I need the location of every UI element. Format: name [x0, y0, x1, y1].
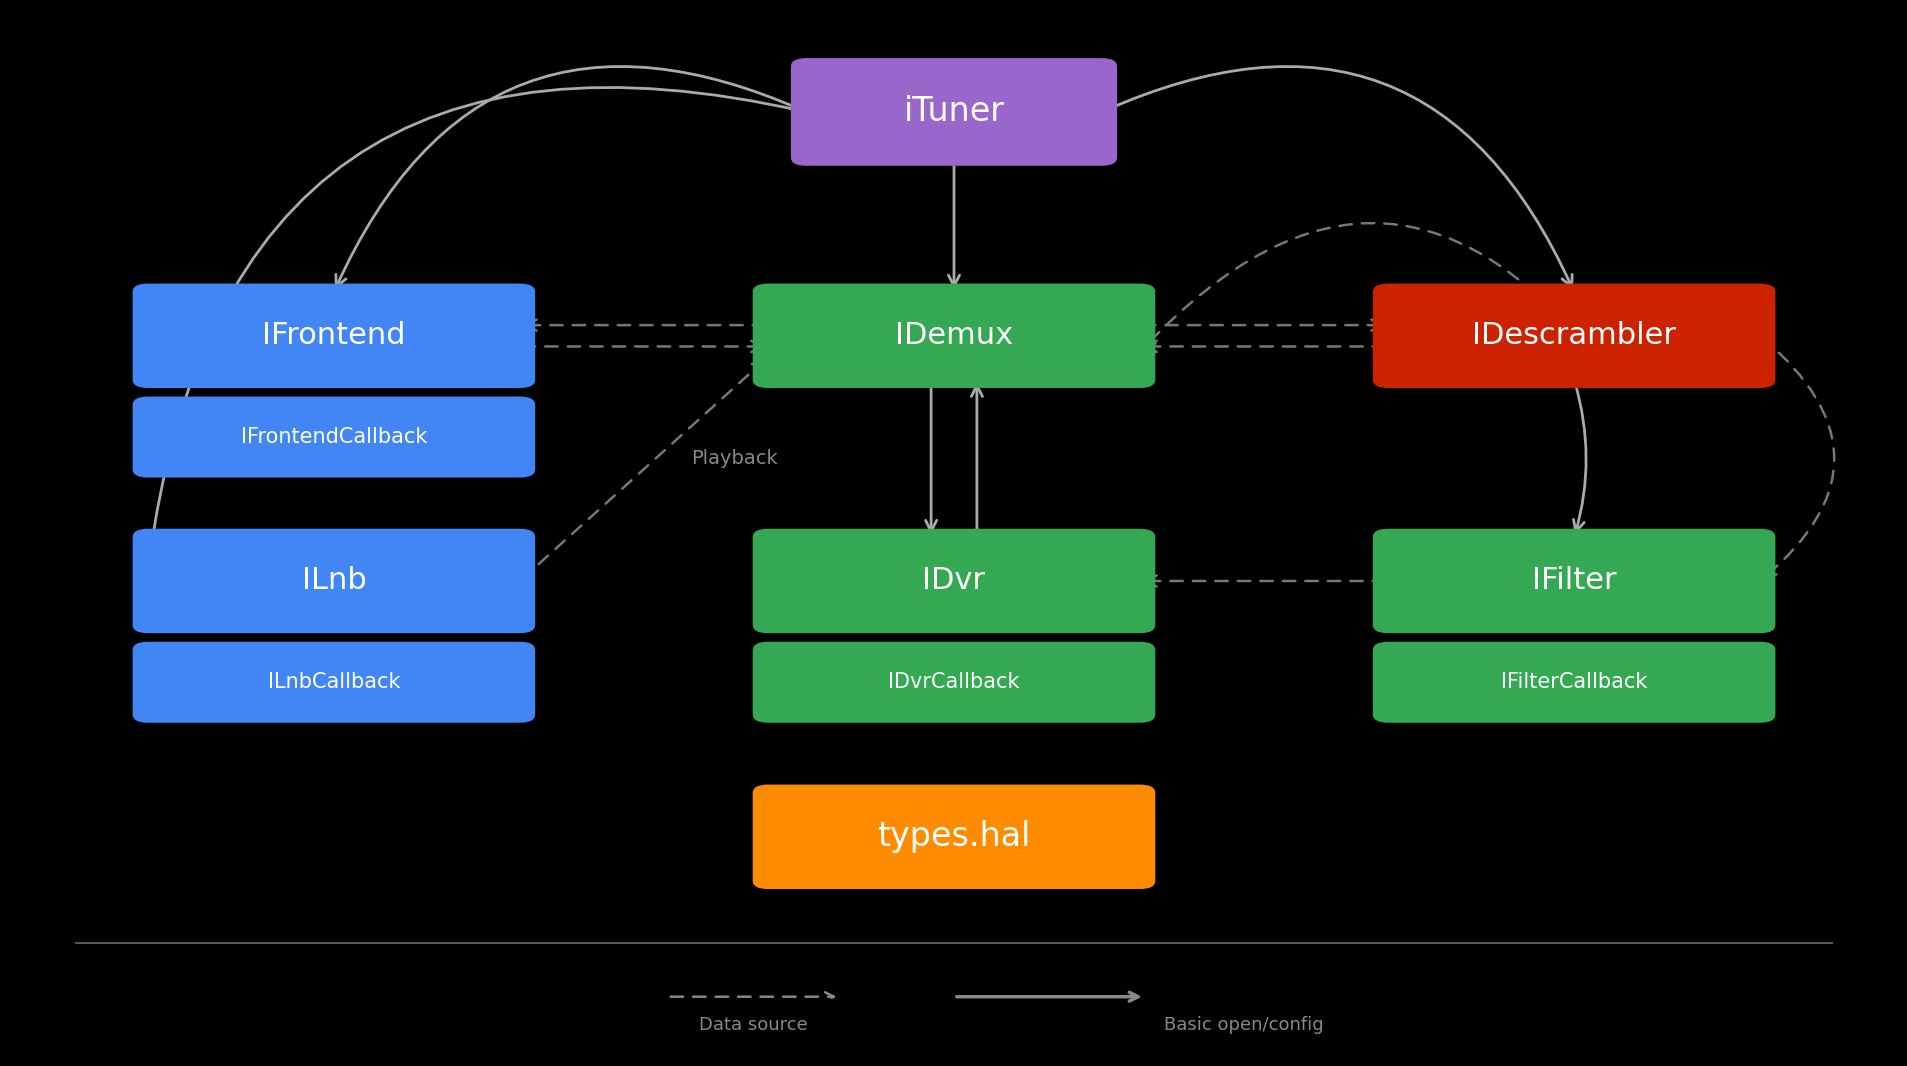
- Text: Basic open/config: Basic open/config: [1163, 1017, 1323, 1034]
- FancyBboxPatch shape: [1371, 529, 1774, 633]
- Text: IDvrCallback: IDvrCallback: [889, 673, 1018, 692]
- Text: ILnb: ILnb: [301, 566, 366, 596]
- FancyBboxPatch shape: [132, 284, 534, 388]
- FancyBboxPatch shape: [751, 284, 1154, 388]
- Text: IDescrambler: IDescrambler: [1472, 321, 1674, 351]
- FancyBboxPatch shape: [132, 529, 534, 633]
- Text: iTuner: iTuner: [904, 96, 1003, 128]
- Text: IFrontend: IFrontend: [261, 321, 406, 351]
- Text: IFilter: IFilter: [1531, 566, 1615, 596]
- Text: IDvr: IDvr: [921, 566, 986, 596]
- FancyBboxPatch shape: [132, 642, 534, 723]
- Text: IFrontendCallback: IFrontendCallback: [240, 427, 427, 447]
- Text: IFilterCallback: IFilterCallback: [1501, 673, 1646, 692]
- Text: Playback: Playback: [690, 449, 778, 468]
- FancyBboxPatch shape: [1371, 284, 1774, 388]
- FancyBboxPatch shape: [132, 397, 534, 478]
- FancyBboxPatch shape: [751, 642, 1154, 723]
- Text: ILnbCallback: ILnbCallback: [267, 673, 400, 692]
- FancyBboxPatch shape: [1371, 642, 1774, 723]
- Text: IDemux: IDemux: [894, 321, 1013, 351]
- FancyBboxPatch shape: [751, 785, 1154, 889]
- Text: types.hal: types.hal: [877, 821, 1030, 853]
- Text: Data source: Data source: [700, 1017, 807, 1034]
- FancyBboxPatch shape: [789, 58, 1116, 165]
- FancyBboxPatch shape: [751, 529, 1154, 633]
